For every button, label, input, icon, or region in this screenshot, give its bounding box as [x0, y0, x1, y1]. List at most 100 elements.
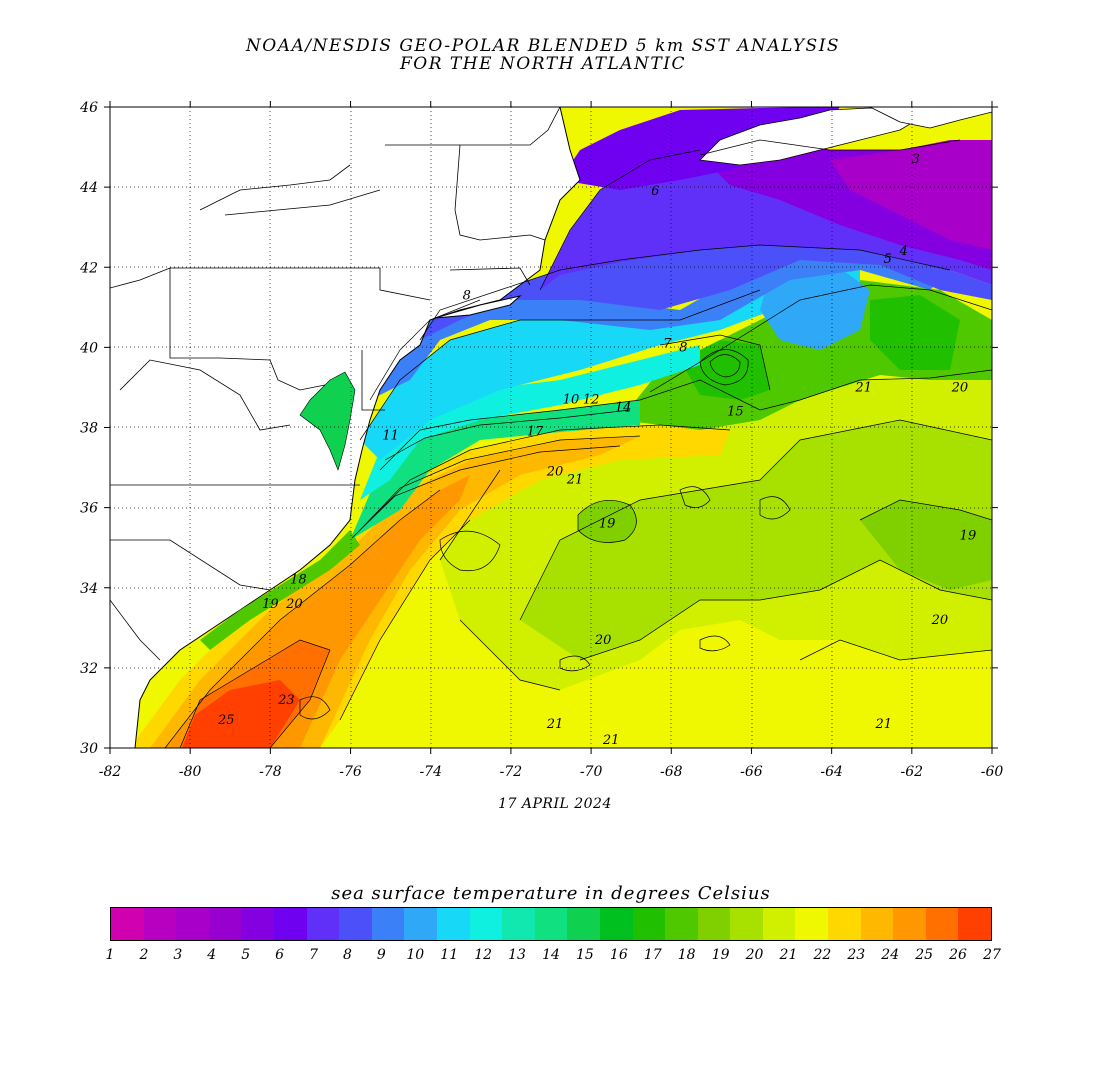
colorbar-swatch: [893, 908, 926, 940]
contour-label: 7: [663, 336, 672, 351]
contour-label: 23: [277, 693, 295, 708]
contour-label: 21: [546, 717, 564, 732]
contour-label: 25: [217, 713, 235, 728]
x-tick-label: -66: [740, 764, 763, 780]
contour-label: 5: [884, 252, 892, 267]
colorbar-swatch: [273, 908, 307, 940]
contour-label: 21: [854, 380, 872, 395]
colorbar-label: 10: [406, 947, 425, 963]
colorbar-label: 6: [275, 947, 285, 963]
contour-label: 20: [546, 465, 564, 480]
x-tick-label: -60: [981, 764, 1004, 780]
contour-label: 19: [599, 517, 616, 532]
state-boundaries: [110, 107, 561, 661]
contour-label: 19: [262, 597, 279, 612]
colorbar-label: 13: [508, 947, 526, 963]
contour-label: 14: [615, 400, 632, 415]
sst-band-10: [360, 270, 860, 460]
x-tick-label: -68: [660, 764, 683, 780]
map-subtitle: FOR THE NORTH ATLANTIC: [400, 54, 686, 74]
colorbar-swatch: [958, 908, 992, 940]
y-tick-label: 30: [80, 741, 98, 757]
y-tick-label: 34: [80, 581, 98, 597]
sst-band-10-ring: [760, 268, 870, 350]
contour-label: 20: [285, 597, 303, 612]
colorbar-swatch: [404, 908, 437, 940]
chesapeake-bay: [299, 371, 356, 471]
contour-label: 20: [951, 380, 969, 395]
contour-label: 11: [382, 429, 399, 444]
colorbar-swatch: [567, 908, 600, 940]
colorbar-label: 14: [542, 947, 560, 963]
colorbar-swatch: [176, 908, 209, 940]
contour-label: 10: [563, 392, 580, 407]
axis-ticks: [104, 101, 998, 754]
sst-band-19: [520, 420, 992, 660]
colorbar-label: 4: [207, 947, 217, 963]
colorbar-swatch: [143, 908, 177, 940]
colorbar-swatch: [632, 908, 666, 940]
sst-band-26: [182, 680, 300, 748]
contour-label: 21: [874, 717, 892, 732]
x-tick-label: -70: [580, 764, 603, 780]
colorbar-title: sea surface temperature in degrees Celsi…: [331, 883, 771, 904]
colorbar-swatch: [860, 908, 894, 940]
colorbar: [110, 907, 992, 941]
colorbar-label: 16: [609, 947, 628, 963]
sst-band-8: [370, 255, 940, 400]
colorbar-label: 26: [949, 947, 967, 963]
colorbar-swatch: [925, 908, 959, 940]
x-tick-label: -74: [419, 764, 442, 780]
colorbar-label: 19: [711, 947, 730, 963]
graticule: [110, 107, 992, 748]
contour-label: 19: [960, 529, 977, 544]
colorbar-label: 12: [474, 947, 493, 963]
x-tick-label: -62: [901, 764, 924, 780]
sst-map: -82 -80 -78 -76 -74 -72 -70 -68 -66 -64 -62 -60 464…: [79, 100, 1004, 780]
colorbar-swatch: [339, 908, 372, 940]
colorbar-swatch: [208, 908, 242, 940]
colorbar-swatch: [111, 908, 144, 940]
sst-band-6: [540, 150, 992, 290]
contour-label: 21: [602, 733, 620, 748]
sst-band-4: [830, 140, 992, 250]
contour-label: 17: [527, 425, 544, 440]
colorbar-label: 8: [342, 947, 352, 963]
colorbar-swatch: [795, 908, 829, 940]
north-land: [869, 107, 992, 129]
x-tick-label: -78: [259, 764, 282, 780]
contour-label: 8: [463, 288, 471, 303]
colorbar-swatch: [534, 908, 568, 940]
colorbar-label: 11: [440, 947, 459, 963]
y-tick-label: 38: [80, 421, 98, 437]
colorbar-swatch: [665, 908, 698, 940]
colorbar-label: 21: [779, 947, 798, 963]
x-tick-label: -72: [500, 764, 523, 780]
contour-label: 15: [727, 404, 744, 419]
contour-label: 4: [899, 244, 908, 259]
colorbar-label: 3: [173, 947, 183, 963]
colorbar-swatch: [469, 908, 503, 940]
colorbar-label: 17: [643, 947, 662, 963]
x-axis-labels: -82 -80 -78 -76 -74 -72 -70 -68 -66 -64 -62 -60: [99, 764, 1004, 780]
colorbar-swatch: [436, 908, 470, 940]
coastal-strip: [200, 530, 360, 650]
contour-label: 8: [679, 340, 687, 355]
colorbar-label: 24: [881, 947, 900, 963]
long-island: [434, 295, 522, 319]
colorbar-label: 23: [847, 947, 866, 963]
contour-label: 20: [931, 613, 949, 628]
y-tick-label: 46: [79, 100, 98, 116]
colorbar-label: 2: [139, 947, 149, 963]
colorbar-swatch: [762, 908, 796, 940]
colorbar-swatch: [371, 908, 405, 940]
colorbar-label: 22: [813, 947, 832, 963]
colorbar-label: 5: [241, 947, 251, 963]
sst-band-12: [360, 345, 700, 500]
colorbar-label: 15: [576, 947, 594, 963]
sst-band-19-eddy: [578, 500, 637, 543]
sst-band-16b: [870, 295, 960, 370]
contour-label: 12: [583, 392, 600, 407]
colorbar-swatch: [599, 908, 633, 940]
